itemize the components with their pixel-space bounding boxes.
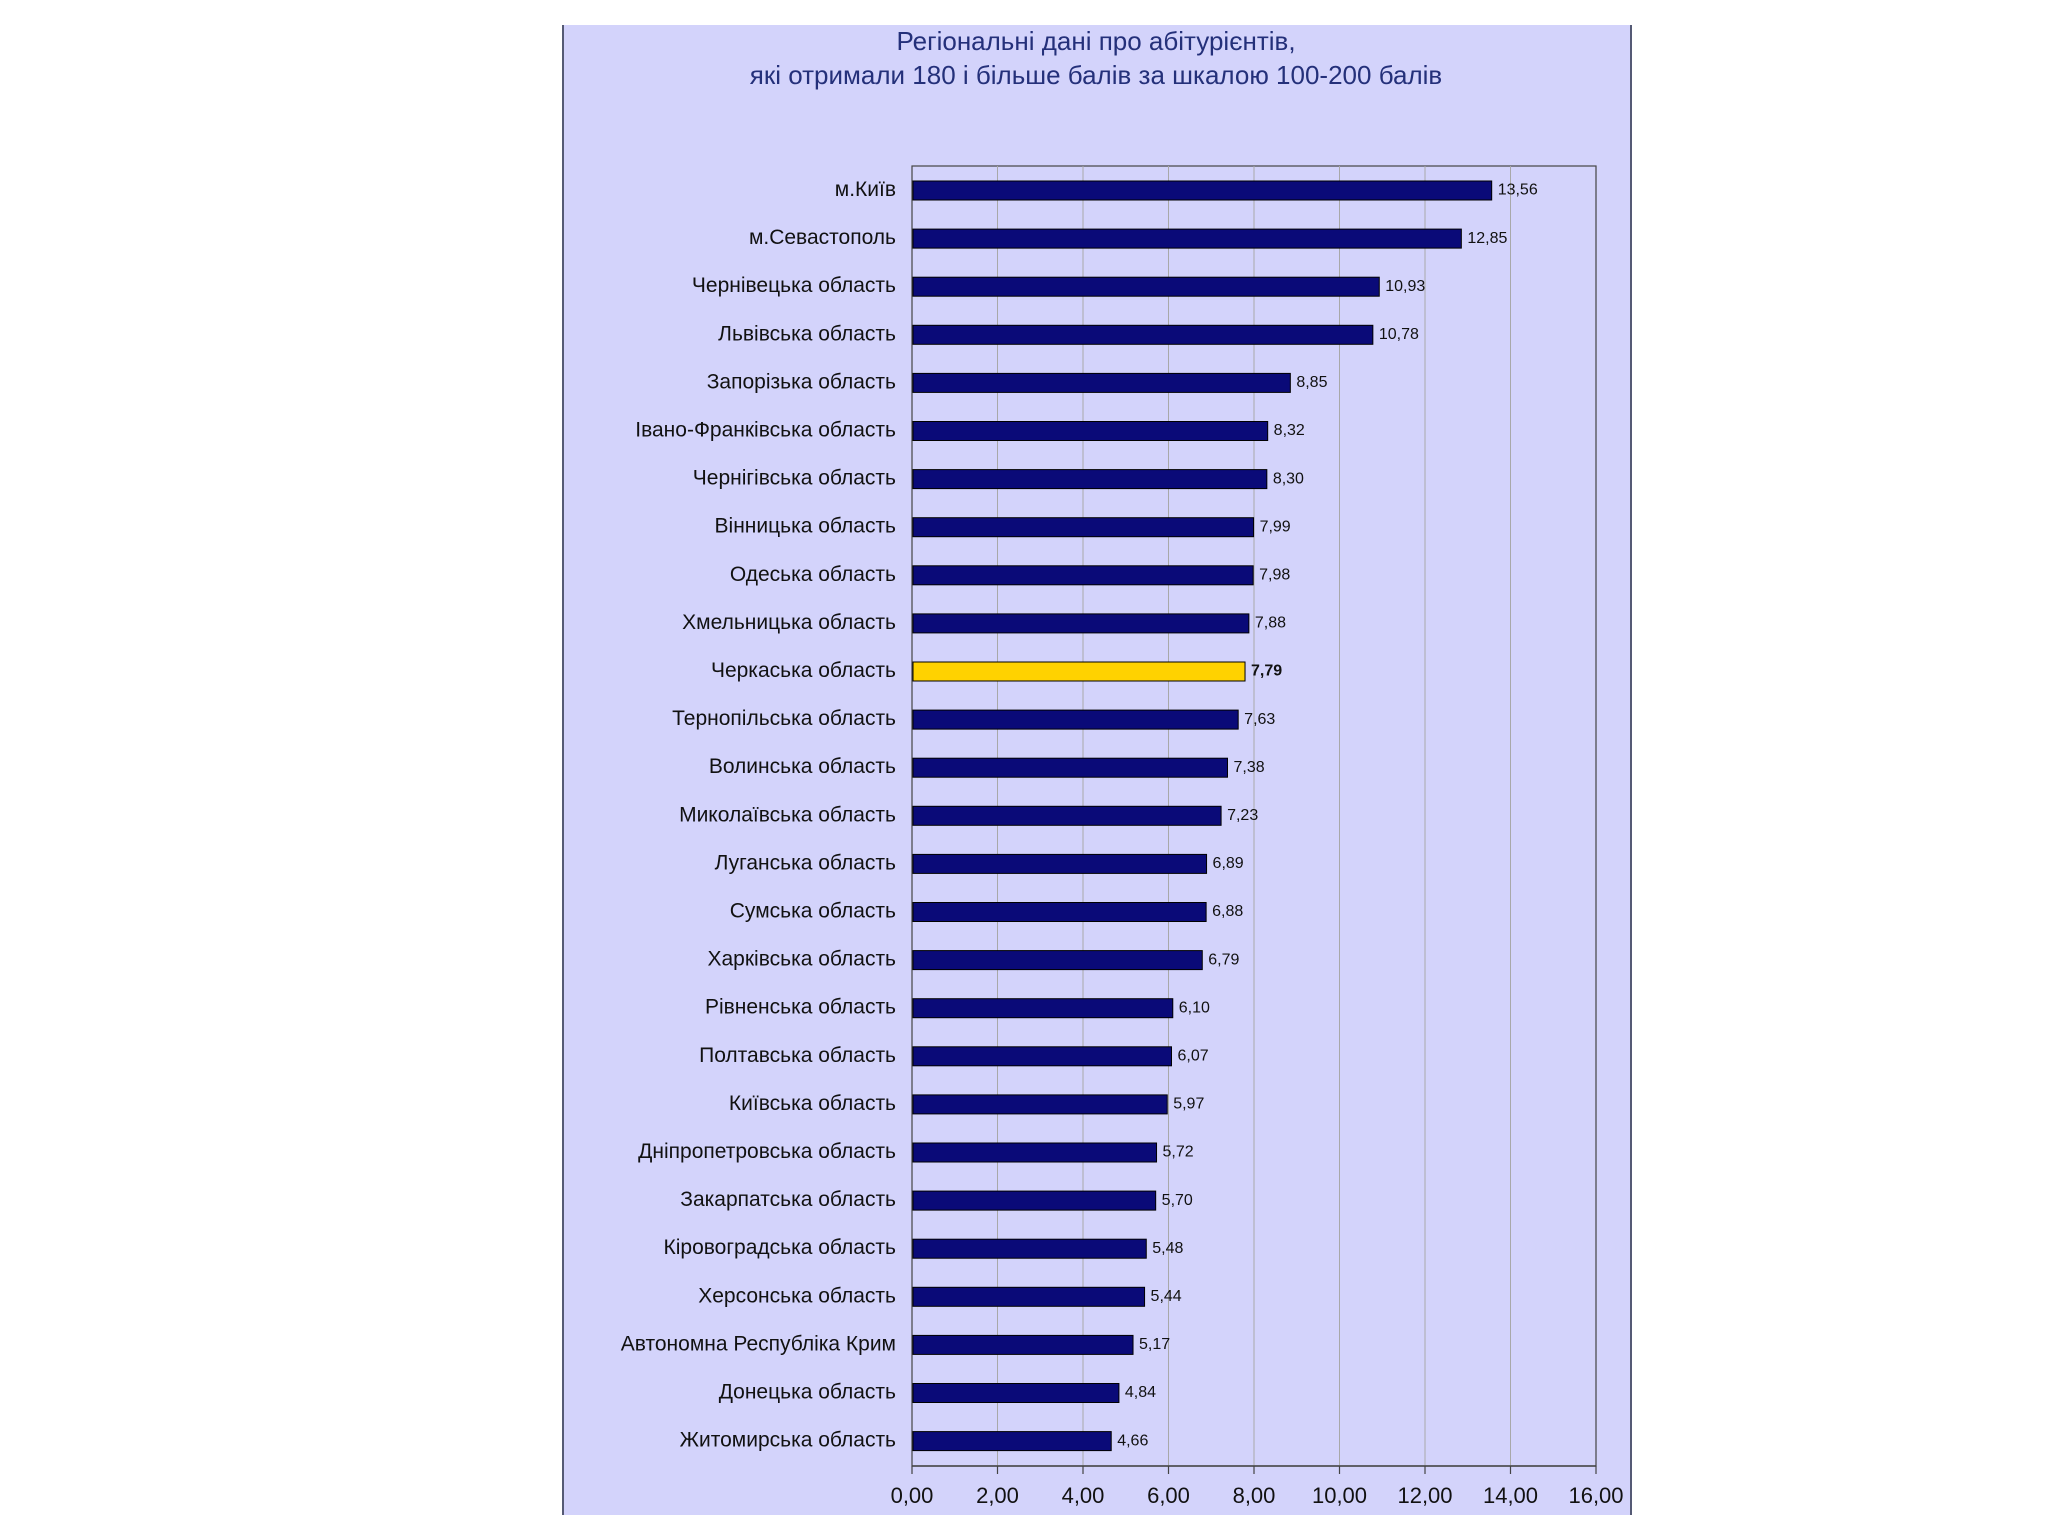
bar	[912, 853, 1208, 874]
category-label: Херсонська область	[698, 1284, 896, 1307]
x-tick-label: 6,00	[1147, 1483, 1190, 1508]
bar	[912, 998, 1174, 1019]
x-tick-label: 16,00	[1568, 1483, 1623, 1508]
category-label: Хмельницька область	[682, 611, 896, 634]
bar-chart: Регіональні дані про абітурієнтів, які от…	[621, 26, 1624, 1508]
bar	[912, 1094, 1168, 1115]
bar	[912, 950, 1203, 971]
bar	[912, 469, 1268, 490]
bar	[912, 1046, 1172, 1067]
category-label: Тернопільська область	[672, 707, 896, 730]
data-label: 5,97	[1173, 1096, 1204, 1113]
data-label: 7,99	[1260, 518, 1291, 535]
data-label: 4,84	[1125, 1384, 1156, 1401]
category-label: Чернівецька область	[692, 274, 896, 297]
category-label: Вінницька область	[715, 515, 897, 538]
category-label: Сумська область	[730, 900, 896, 923]
data-label: 6,07	[1177, 1048, 1208, 1065]
bar	[912, 228, 1462, 249]
bar	[912, 372, 1291, 393]
data-label: 6,89	[1213, 855, 1244, 872]
bar	[912, 805, 1222, 826]
bar	[912, 276, 1380, 297]
data-label: 8,30	[1273, 470, 1304, 487]
category-label: Чернігівська область	[693, 467, 896, 490]
category-label: Житомирська область	[680, 1429, 896, 1452]
category-label: Полтавська область	[699, 1044, 896, 1067]
bar	[912, 1190, 1157, 1211]
category-label: Миколаївська область	[679, 803, 896, 826]
category-label: Київська область	[729, 1092, 896, 1115]
bar	[912, 902, 1207, 922]
bar	[912, 1286, 1146, 1307]
data-label: 5,72	[1163, 1144, 1194, 1161]
bar	[912, 1142, 1158, 1163]
data-label: 5,17	[1139, 1336, 1170, 1353]
data-label: 7,38	[1233, 759, 1264, 776]
data-label: 13,56	[1498, 182, 1538, 199]
bar	[912, 709, 1239, 730]
data-label: 6,10	[1179, 999, 1210, 1016]
category-label: Івано-Франківська область	[635, 419, 896, 442]
chart-title-line: які отримали 180 і більше балів за шкало…	[750, 60, 1442, 90]
data-label: 12,85	[1467, 230, 1507, 247]
category-label: Одеська область	[730, 563, 896, 586]
category-label: Рівненська область	[705, 996, 896, 1019]
category-label: м.Київ	[835, 178, 896, 201]
bar-highlighted	[912, 661, 1246, 682]
category-label: Львівська область	[718, 322, 896, 345]
bar	[912, 757, 1228, 778]
bar	[912, 421, 1269, 441]
data-label: 10,93	[1385, 278, 1425, 295]
category-label: Волинська область	[709, 755, 896, 778]
bar	[912, 1238, 1147, 1259]
data-label: 5,70	[1162, 1192, 1193, 1209]
data-label: 5,44	[1151, 1288, 1182, 1305]
bar	[912, 1431, 1112, 1452]
data-label: 7,63	[1244, 711, 1275, 728]
category-label: Кіровоградська область	[664, 1236, 897, 1259]
category-label: Закарпатська область	[680, 1188, 896, 1211]
category-label: Запорізька область	[707, 370, 896, 393]
category-label: Луганська область	[715, 851, 896, 874]
category-label: Донецька область	[719, 1381, 896, 1404]
bar	[912, 1383, 1120, 1403]
x-tick-label: 10,00	[1312, 1483, 1367, 1508]
data-label: 5,48	[1152, 1240, 1183, 1257]
bar	[912, 1334, 1134, 1355]
x-tick-label: 0,00	[891, 1483, 934, 1508]
bar	[912, 180, 1493, 201]
bar	[912, 324, 1374, 345]
data-label: 6,88	[1212, 903, 1243, 920]
data-label: 7,23	[1227, 807, 1258, 824]
x-tick-label: 8,00	[1233, 1483, 1276, 1508]
category-label: м.Севастополь	[749, 226, 896, 249]
category-label: Черкаська область	[711, 659, 896, 682]
data-label: 7,98	[1259, 567, 1290, 584]
data-label: 4,66	[1117, 1432, 1148, 1449]
data-label: 8,32	[1274, 422, 1305, 439]
data-label: 6,79	[1208, 951, 1239, 968]
bar	[912, 613, 1250, 634]
x-tick-label: 4,00	[1062, 1483, 1105, 1508]
category-label: Харківська область	[708, 948, 897, 971]
category-label: Автономна Республіка Крим	[621, 1332, 896, 1355]
data-label: 10,78	[1379, 326, 1419, 343]
bar	[912, 565, 1254, 586]
category-label: Дніпропетровська область	[638, 1140, 896, 1163]
data-label: 7,88	[1255, 615, 1286, 632]
x-tick-label: 14,00	[1483, 1483, 1538, 1508]
data-label: 8,85	[1296, 374, 1327, 391]
chart-panel: Регіональні дані про абітурієнтів, які от…	[562, 25, 1632, 1515]
bar	[912, 517, 1255, 538]
chart-title-line: Регіональні дані про абітурієнтів,	[896, 26, 1295, 56]
x-tick-label: 12,00	[1397, 1483, 1452, 1508]
x-tick-label: 2,00	[976, 1483, 1019, 1508]
data-label: 7,79	[1251, 663, 1282, 680]
